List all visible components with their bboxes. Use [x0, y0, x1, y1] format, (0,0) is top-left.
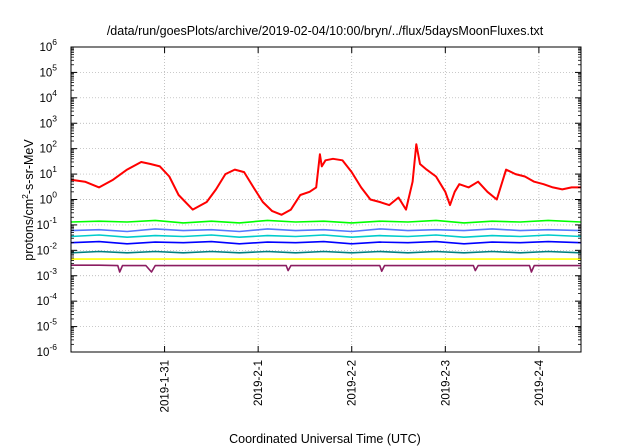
- y-tick-label: 105: [39, 62, 57, 79]
- y-tick-label: 10-2: [37, 240, 58, 257]
- y-tick-label: 10-4: [37, 291, 58, 308]
- series-line: [70, 219, 582, 224]
- y-axis-label-exp: 2: [20, 194, 30, 199]
- x-axis: 2019-1-31 2019-2-1 2019-2-2 2019-2-3 2019-2-…: [160, 47, 546, 412]
- y-tick-label: 10-5: [37, 317, 58, 334]
- y-tick-label: 102: [39, 139, 57, 156]
- y-tick-label: 100: [39, 190, 57, 207]
- series-line: [70, 228, 582, 233]
- x-tick-label: 2019-2-1: [253, 360, 265, 406]
- y-tick-label: 106: [39, 37, 57, 54]
- y-tick-label: 10-3: [37, 266, 58, 283]
- x-axis-label: Coordinated Universal Time (UTC): [229, 432, 421, 446]
- y-tick-label: 10-1: [37, 215, 58, 232]
- x-tick-label: 2019-2-2: [347, 360, 359, 406]
- y-tick-label: 10-6: [37, 342, 58, 359]
- y-axis: 10-6 10-5 10-4 10-3 10-2 10-1 100 101 102 103 104 1…: [37, 37, 581, 359]
- y-axis-label-rest: -s-sr-MeV: [22, 139, 36, 195]
- chart-title: /data/run/goesPlots/archive/2019-02-04/1…: [107, 24, 544, 38]
- y-axis-label-base: protons/cm: [22, 199, 36, 261]
- x-tick-label: 2019-1-31: [160, 360, 172, 412]
- series-line: [70, 234, 582, 238]
- series-line: [70, 250, 582, 254]
- series-group: [70, 143, 582, 273]
- y-tick-label: 103: [39, 113, 57, 130]
- grid: [71, 47, 581, 352]
- series-line: [71, 264, 581, 273]
- series-line: [70, 240, 582, 245]
- y-tick-label: 101: [39, 164, 57, 181]
- series-line: [70, 143, 581, 216]
- x-tick-label: 2019-2-3: [440, 360, 452, 406]
- x-tick-label: 2019-2-4: [534, 359, 546, 406]
- y-axis-label: protons/cm2-s-sr-MeV: [20, 139, 36, 261]
- y-tick-label: 104: [39, 88, 57, 105]
